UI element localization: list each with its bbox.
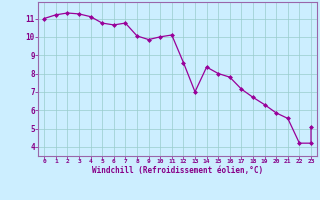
- X-axis label: Windchill (Refroidissement éolien,°C): Windchill (Refroidissement éolien,°C): [92, 166, 263, 175]
